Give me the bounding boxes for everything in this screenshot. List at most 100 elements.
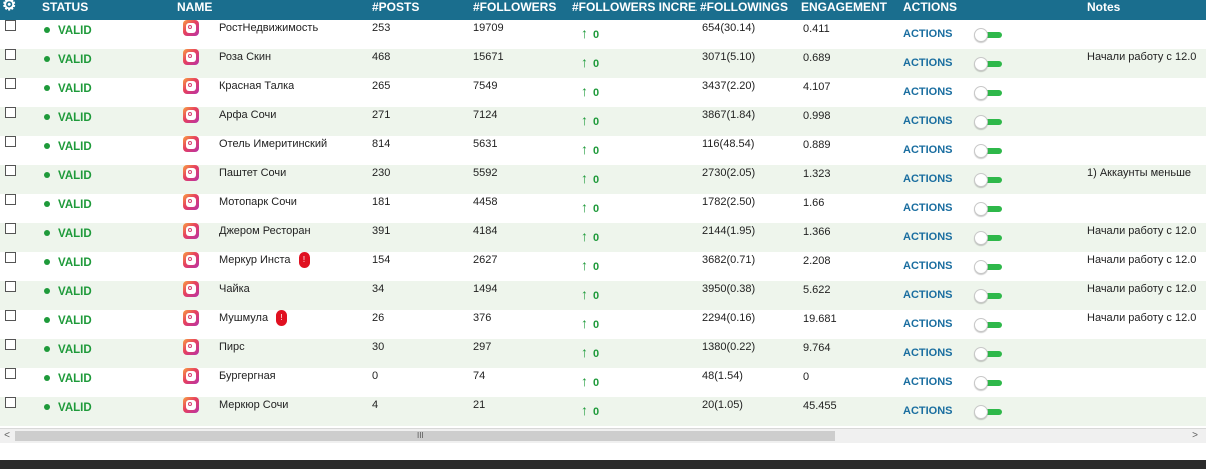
notes-cell[interactable]: 1) Аккаунты меньше (1087, 167, 1192, 179)
header-name[interactable]: NAME (177, 0, 213, 14)
header-actions[interactable]: ACTIONS (903, 0, 957, 14)
actions-button[interactable]: ACTIONS (903, 376, 953, 388)
active-toggle[interactable] (974, 173, 1003, 187)
table-row[interactable]: VALID РостНедвижимость 253 19709 ↑ 0 654(30.14… (0, 20, 1206, 49)
actions-button[interactable]: ACTIONS (903, 57, 953, 69)
account-name[interactable]: Бургергная (219, 368, 276, 397)
table-row[interactable]: VALID Бургергная 0 74 ↑ 0 48(1.54) 0↑0 ACTIONS (0, 368, 1206, 397)
table-row[interactable]: VALID Джером Ресторан 391 4184 ↑ 0 2144(1.95) 1… (0, 223, 1206, 252)
active-toggle[interactable] (974, 202, 1003, 216)
row-checkbox[interactable] (5, 252, 16, 263)
account-name[interactable]: Красная Талка (219, 78, 294, 107)
active-toggle[interactable] (974, 57, 1003, 71)
row-checkbox[interactable] (5, 20, 16, 31)
actions-button[interactable]: ACTIONS (903, 28, 953, 40)
table-row[interactable]: VALID Пирс 30 297 ↑ 0 1380(0.22) 9.764↑0 ACTIONS (0, 339, 1206, 368)
table-row[interactable]: VALID Меркюр Сочи 4 21 ↑ 0 20(1.05) 45.455↑0 ACT… (0, 397, 1206, 426)
account-name-text[interactable]: Красная Талка (219, 80, 295, 92)
account-name-text[interactable]: Бургергная (219, 370, 276, 382)
active-toggle[interactable] (974, 231, 1003, 245)
table-row[interactable]: VALID Мотопарк Сочи 181 4458 ↑ 0 1782(2.50) 1.6… (0, 194, 1206, 223)
header-followings[interactable]: #FOLLOWINGS (700, 0, 788, 14)
header-notes[interactable]: Notes (1087, 0, 1121, 14)
header-followers[interactable]: #FOLLOWERS (473, 0, 557, 14)
horizontal-scrollbar[interactable]: < III > (0, 428, 1206, 443)
table-row[interactable]: VALID Роза Скин 468 15671 ↑ 0 3071(5.10) 0.689↑… (0, 49, 1206, 78)
active-toggle[interactable] (974, 318, 1003, 332)
scroll-left-button[interactable]: < (4, 430, 10, 441)
gear-icon[interactable]: ⚙ (2, 0, 17, 14)
account-name[interactable]: Пирс (219, 339, 245, 368)
actions-button[interactable]: ACTIONS (903, 405, 953, 417)
account-name-text[interactable]: Паштет Сочи (219, 167, 287, 179)
row-checkbox[interactable] (5, 165, 16, 176)
table-row[interactable]: VALID Мушмула! 26 376 ↑ 0 2294(0.16) 19.681↑0 AC… (0, 310, 1206, 339)
row-checkbox[interactable] (5, 339, 16, 350)
row-checkbox[interactable] (5, 281, 16, 292)
table-row[interactable]: VALID Отель Имеритинский 814 5631 ↑ 0 116(48.5… (0, 136, 1206, 165)
account-name[interactable]: Меркур Инста! (219, 252, 310, 281)
active-toggle[interactable] (974, 405, 1003, 419)
account-name[interactable]: Джером Ресторан (219, 223, 311, 252)
alert-badge-icon[interactable]: ! (298, 252, 310, 269)
active-toggle[interactable] (974, 115, 1003, 129)
table-row[interactable]: VALID Паштет Сочи 230 5592 ↑ 0 2730(2.05) 1.323… (0, 165, 1206, 194)
actions-button[interactable]: ACTIONS (903, 289, 953, 301)
account-name-text[interactable]: РостНедвижимость (219, 22, 319, 34)
notes-cell[interactable]: Начали работу с 12.0 (1087, 283, 1197, 295)
notes-cell[interactable]: Начали работу с 12.0 (1087, 225, 1197, 237)
scroll-right-button[interactable]: > (1192, 430, 1198, 441)
account-name-text[interactable]: Пирс (219, 341, 245, 353)
account-name[interactable]: Роза Скин (219, 49, 271, 78)
account-name-text[interactable]: Арфа Сочи (219, 109, 277, 121)
account-name-text[interactable]: Роза Скин (219, 51, 272, 63)
active-toggle[interactable] (974, 144, 1003, 158)
row-checkbox[interactable] (5, 194, 16, 205)
row-checkbox[interactable] (5, 136, 16, 147)
table-row[interactable]: VALID Чайка 34 1494 ↑ 0 3950(0.38) 5.622↑0 ACTIO… (0, 281, 1206, 310)
active-toggle[interactable] (974, 260, 1003, 274)
row-checkbox[interactable] (5, 78, 16, 89)
actions-button[interactable]: ACTIONS (903, 173, 953, 185)
row-checkbox[interactable] (5, 310, 16, 321)
account-name-text[interactable]: Отель Имеритинский (219, 138, 328, 150)
row-checkbox[interactable] (5, 107, 16, 118)
active-toggle[interactable] (974, 376, 1003, 390)
actions-button[interactable]: ACTIONS (903, 231, 953, 243)
actions-button[interactable]: ACTIONS (903, 115, 953, 127)
account-name[interactable]: РостНедвижимость (219, 20, 318, 49)
account-name-text[interactable]: Чайка (219, 283, 250, 295)
account-name[interactable]: Чайка (219, 281, 250, 310)
actions-button[interactable]: ACTIONS (903, 202, 953, 214)
active-toggle[interactable] (974, 289, 1003, 303)
notes-cell[interactable]: Начали работу с 12.0 (1087, 254, 1197, 266)
active-toggle[interactable] (974, 86, 1003, 100)
table-row[interactable]: VALID Красная Талка 265 7549 ↑ 0 3437(2.20) 4.1… (0, 78, 1206, 107)
account-name[interactable]: Мотопарк Сочи (219, 194, 297, 223)
actions-button[interactable]: ACTIONS (903, 86, 953, 98)
account-name[interactable]: Мушмула! (219, 310, 288, 339)
notes-cell[interactable]: Начали работу с 12.0 (1087, 51, 1197, 63)
actions-button[interactable]: ACTIONS (903, 260, 953, 272)
row-checkbox[interactable] (5, 368, 16, 379)
scrollbar-thumb[interactable]: III (15, 431, 835, 441)
table-row[interactable]: VALID Меркур Инста! 154 2627 ↑ 0 3682(0.71) 2.2… (0, 252, 1206, 281)
account-name-text[interactable]: Мушмула (219, 312, 269, 324)
row-checkbox[interactable] (5, 397, 16, 408)
active-toggle[interactable] (974, 28, 1003, 42)
actions-button[interactable]: ACTIONS (903, 144, 953, 156)
account-name[interactable]: Меркюр Сочи (219, 397, 288, 426)
table-row[interactable]: VALID Арфа Сочи 271 7124 ↑ 0 3867(1.84) 0.998↑0… (0, 107, 1206, 136)
account-name-text[interactable]: Меркур Инста (219, 254, 291, 266)
account-name[interactable]: Арфа Сочи (219, 107, 276, 136)
account-name[interactable]: Паштет Сочи (219, 165, 286, 194)
alert-badge-icon[interactable]: ! (276, 310, 288, 327)
active-toggle[interactable] (974, 347, 1003, 361)
account-name-text[interactable]: Мотопарк Сочи (219, 196, 297, 208)
notes-cell[interactable]: Начали работу с 12.0 (1087, 312, 1197, 324)
account-name-text[interactable]: Меркюр Сочи (219, 399, 289, 411)
header-posts[interactable]: #POSTS (372, 0, 420, 14)
row-checkbox[interactable] (5, 223, 16, 234)
header-status[interactable]: STATUS (42, 0, 89, 14)
account-name-text[interactable]: Джером Ресторан (219, 225, 311, 237)
